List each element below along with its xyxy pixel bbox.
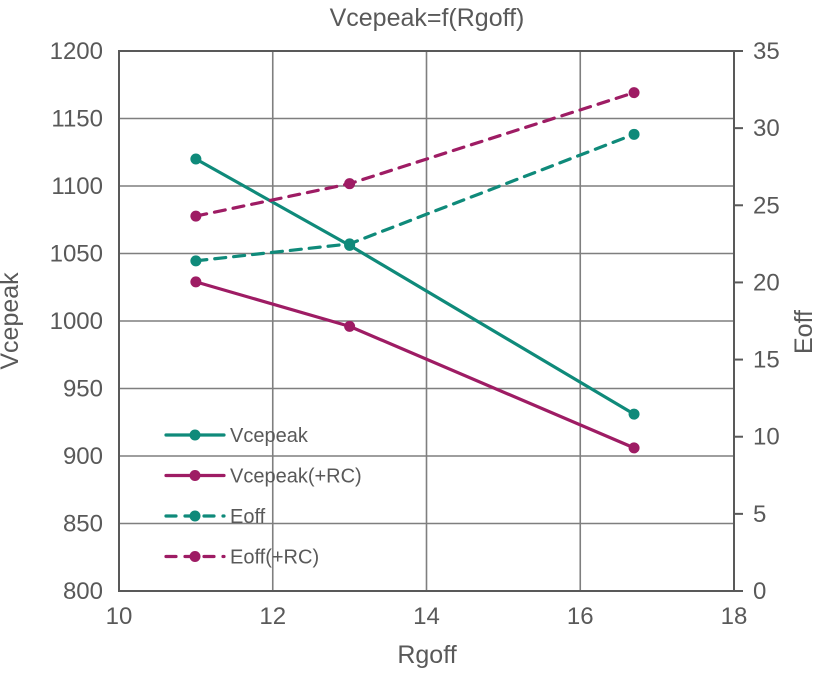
left-y-axis-tick-label: 1200 — [50, 38, 103, 65]
x-axis-title: Rgoff — [397, 641, 456, 669]
legend-label: Vcepeak(+RC) — [230, 466, 362, 488]
legend-sample-marker — [189, 429, 201, 441]
data-point-marker — [190, 255, 202, 267]
data-point-marker — [190, 276, 202, 288]
legend-sample-marker — [189, 551, 201, 562]
x-axis-tick-label: 14 — [413, 603, 440, 630]
plot-border — [118, 50, 735, 592]
left-y-axis-tick-label: 1000 — [50, 308, 103, 335]
legend-item-eoff-rc-: Eoff(+RC) — [164, 547, 319, 569]
right-y-axis-tick-label: 0 — [753, 578, 766, 605]
data-point-marker — [344, 238, 356, 250]
data-point-marker — [344, 178, 356, 190]
right-y-axis-tick-label: 15 — [753, 347, 780, 374]
left-y-axis-tick-label: 1050 — [50, 241, 103, 268]
x-axis-tick-label: 16 — [567, 603, 594, 630]
legend-label: Vcepeak — [230, 425, 309, 447]
legend-item-eoff: Eoff — [164, 506, 266, 528]
plot-generated-content: 800 850 900 950 1000 1050 1100 1150 1200 0 5 10 15 20… — [50, 38, 780, 630]
left-y-axis-tick-label: 850 — [63, 511, 103, 538]
data-point-marker — [628, 87, 640, 99]
legend-label: Eoff — [230, 506, 266, 528]
chart-title: Vcepeak=f(Rgoff) — [330, 4, 525, 32]
left-y-axis-tick-label: 900 — [63, 443, 103, 470]
right-y-axis-tick-label: 20 — [753, 269, 780, 296]
right-y-axis-title: Eoff — [790, 310, 818, 354]
left-y-axis-tick-label: 1150 — [51, 106, 103, 133]
right-y-axis-tick-label: 35 — [753, 38, 780, 65]
right-y-axis-tick-label: 5 — [753, 501, 766, 528]
legend-item-vcepeak: Vcepeak — [164, 425, 309, 447]
data-point-marker — [628, 128, 640, 140]
data-point-marker — [190, 153, 202, 165]
left-y-axis-tick-label: 800 — [63, 578, 103, 605]
data-point-marker — [628, 408, 640, 420]
data-point-marker — [190, 210, 202, 222]
data-point-marker — [344, 320, 356, 332]
left-y-axis-title: Vcepeak — [0, 272, 24, 370]
right-y-axis-tick-label: 25 — [753, 192, 780, 219]
x-axis-tick-label: 12 — [259, 603, 286, 630]
left-y-axis-tick-label: 1100 — [51, 173, 103, 200]
left-y-axis-tick-label: 950 — [63, 376, 103, 403]
legend-sample-marker — [189, 510, 201, 522]
data-point-marker — [628, 442, 640, 454]
x-axis-tick-label: 10 — [106, 603, 133, 630]
series-line-vcepeak — [194, 157, 636, 416]
right-y-axis-tick-label: 10 — [753, 424, 780, 451]
legend-sample-marker — [189, 470, 201, 481]
x-axis-tick-label: 18 — [721, 603, 748, 630]
legend-label: Eoff(+RC) — [230, 547, 319, 569]
series-line-vcepeak-rc- — [194, 280, 636, 450]
legend-item-vcepeak-rc-: Vcepeak(+RC) — [164, 466, 362, 488]
right-y-axis-tick-label: 30 — [753, 115, 780, 142]
